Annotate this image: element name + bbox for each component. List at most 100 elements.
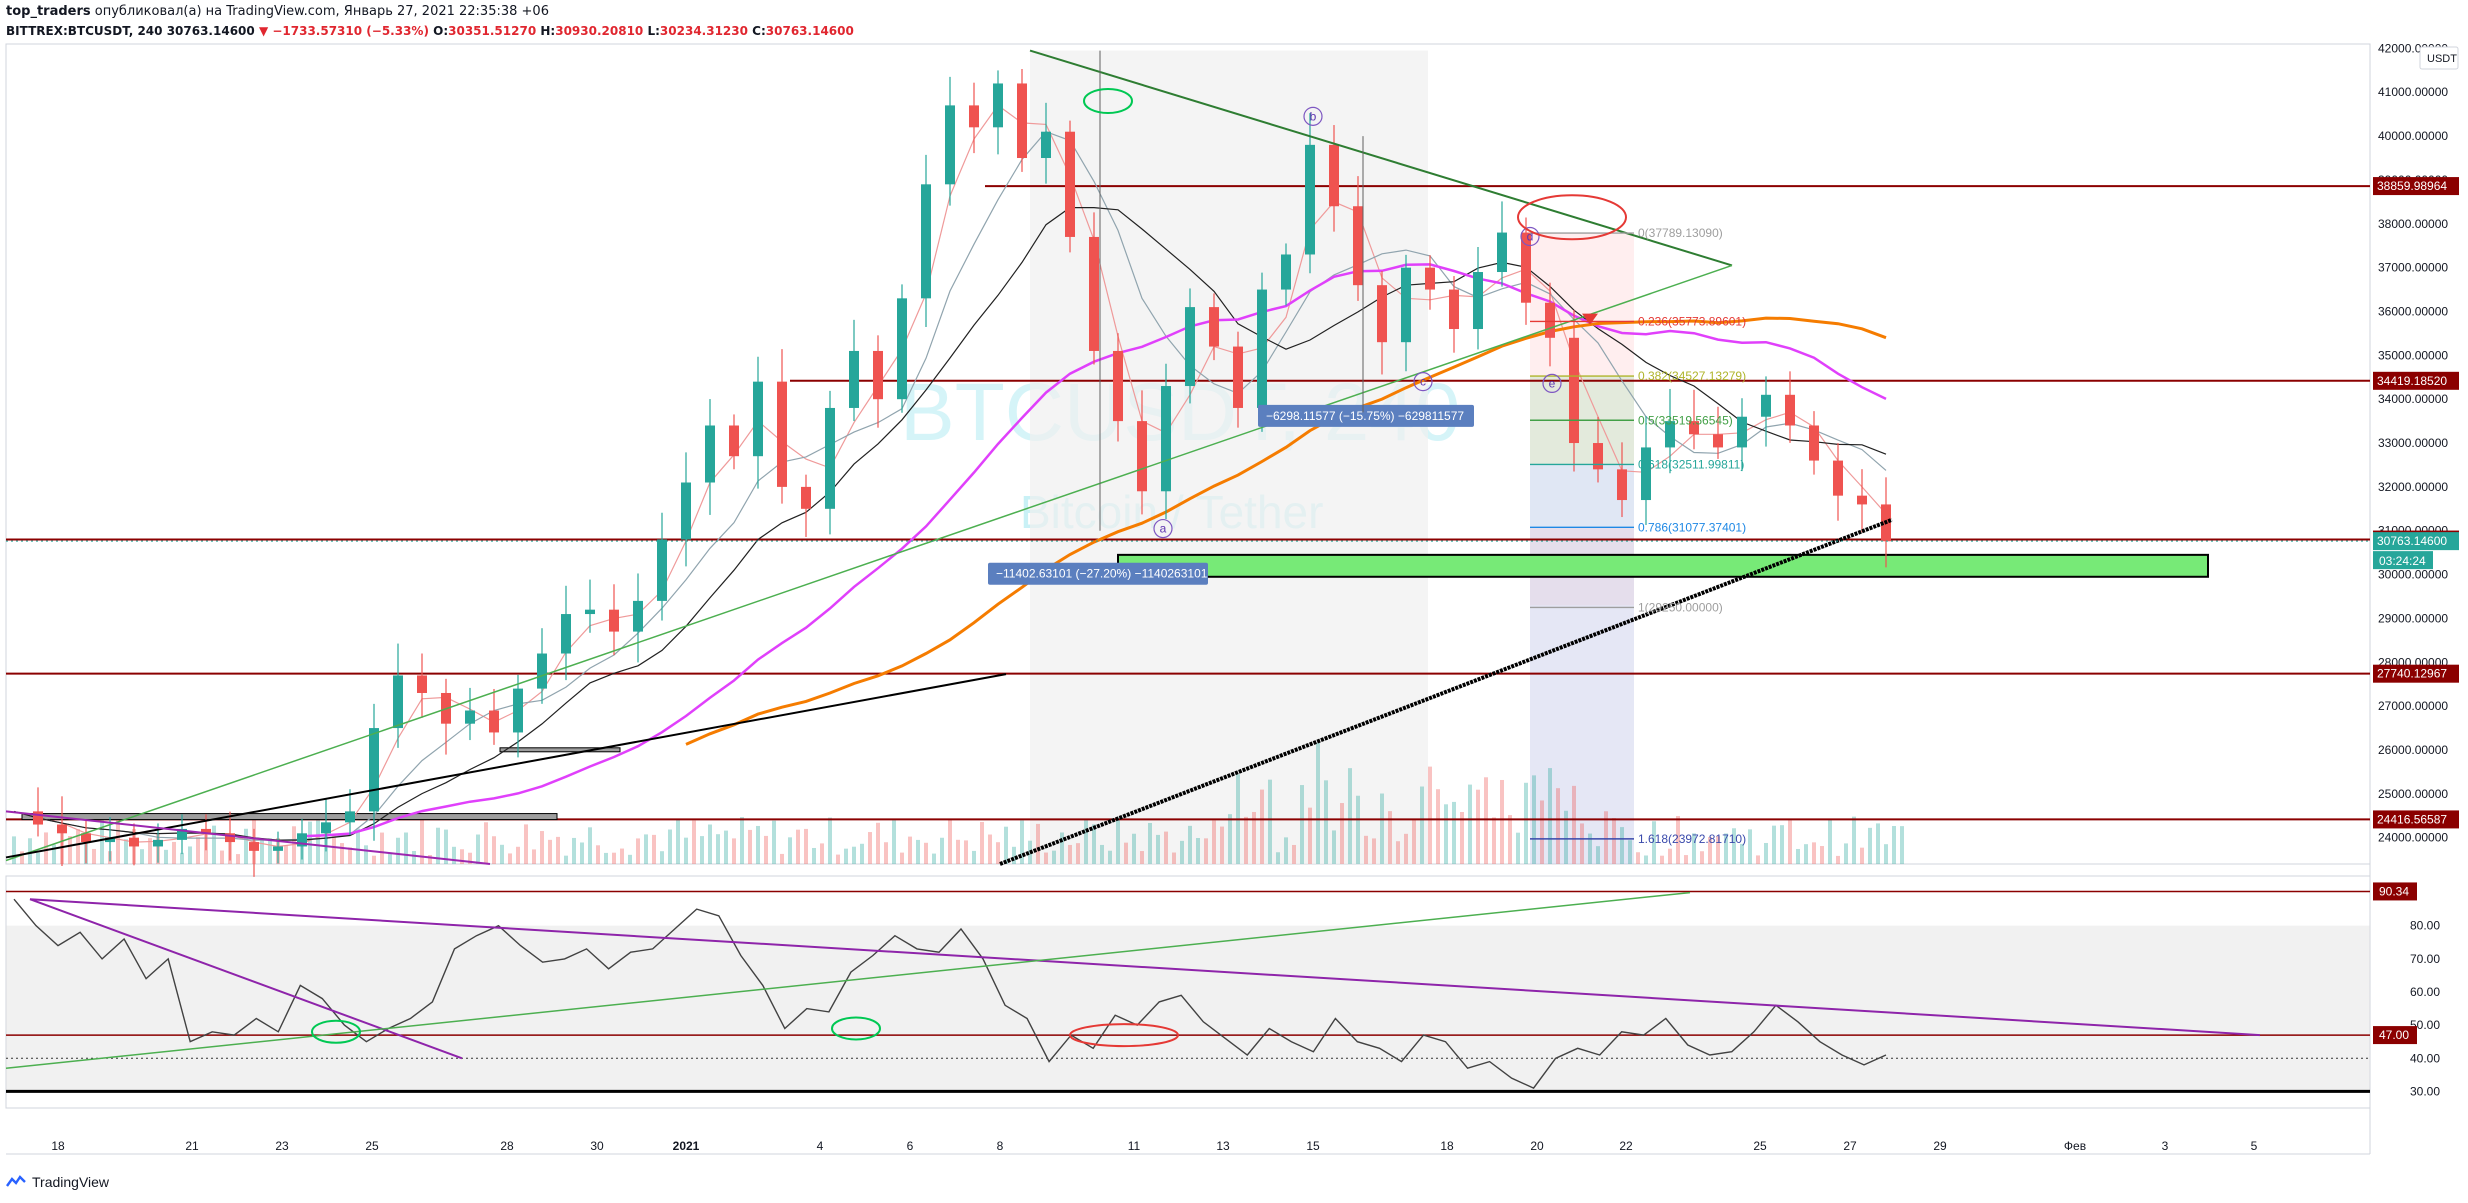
volume-bar <box>188 846 192 864</box>
volume-bar <box>1340 803 1344 864</box>
candle-body <box>1233 346 1243 408</box>
volume-bar <box>668 829 672 864</box>
wave-label: c <box>1420 375 1426 389</box>
volume-bar <box>1844 843 1848 864</box>
candle-body <box>201 828 211 834</box>
high-value: 30930.20810 <box>555 24 644 38</box>
rsi-level-tag <box>2373 882 2417 901</box>
volume-bar <box>1268 779 1272 864</box>
author-name[interactable]: top_traders <box>6 4 91 19</box>
time-tick-label: 3 <box>2162 1139 2169 1153</box>
volume-bar <box>860 843 864 864</box>
candle-body <box>1209 307 1219 347</box>
volume-bar <box>1420 786 1424 864</box>
volume-bar <box>940 837 944 864</box>
fib-level-label: 0.618(32511.99811) <box>1638 457 1744 471</box>
wave-circle <box>1153 518 1173 539</box>
volume-bar <box>772 820 776 864</box>
candle-body <box>1545 302 1555 338</box>
candle-body <box>1017 83 1027 159</box>
volume-bar <box>1388 811 1392 864</box>
volume-bar <box>1276 852 1280 864</box>
ellipse-green-peak <box>1083 88 1133 115</box>
volume-bar <box>740 817 744 864</box>
rsi-tick-label: 80.00 <box>2410 919 2440 933</box>
candle-body <box>153 839 163 847</box>
volume-bar <box>1428 766 1432 864</box>
volume-bar <box>796 829 800 864</box>
volume-bar <box>500 844 504 864</box>
volume-bar <box>908 836 912 864</box>
volume-bar <box>1716 836 1720 864</box>
volume-bar <box>676 819 680 864</box>
price-change: ▼ −1733.57310 (−5.33%) <box>258 24 429 38</box>
volume-bar <box>900 852 904 864</box>
volume-bar <box>1764 842 1768 864</box>
volume-bar <box>764 835 768 864</box>
volume-bar <box>268 838 272 864</box>
volume-bar <box>1628 840 1632 864</box>
candle-body <box>1569 337 1579 444</box>
volume-bar <box>932 853 936 864</box>
volume-bar <box>316 818 320 864</box>
volume-bar <box>1788 820 1792 864</box>
time-tick-label: 23 <box>275 1139 289 1153</box>
volume-bar <box>1020 820 1024 864</box>
publish-info: top_traders опубликовал(а) на TradingVie… <box>6 4 549 19</box>
wave-label: e <box>1549 376 1556 390</box>
rsi-ellipse-red <box>1069 1023 1179 1048</box>
time-tick-label: 20 <box>1530 1139 1544 1153</box>
volume-bar <box>892 820 896 864</box>
candle-body <box>609 609 619 632</box>
volume-bar <box>604 852 608 864</box>
candle-body <box>1161 386 1171 492</box>
volume-bar <box>1564 810 1568 864</box>
symbol-name[interactable]: BITTREX:BTCUSDT, 240 <box>6 24 163 38</box>
candle-body <box>801 486 811 509</box>
time-tick-label: 13 <box>1216 1139 1230 1153</box>
volume-bar <box>1124 842 1128 864</box>
volume-bar <box>340 843 344 864</box>
volume-bar <box>812 847 816 864</box>
volume-bar <box>420 820 424 864</box>
candle-body <box>753 381 763 457</box>
volume-bar <box>1180 840 1184 864</box>
volume-bar <box>716 834 720 864</box>
volume-bar <box>1140 851 1144 864</box>
time-tick-label: Фев <box>2064 1139 2086 1153</box>
volume-bar <box>1732 828 1736 864</box>
volume-bar <box>1548 768 1552 864</box>
volume-bar <box>1148 822 1152 864</box>
volume-bar <box>380 832 384 864</box>
volume-bar <box>44 832 48 864</box>
volume-bar <box>348 847 352 864</box>
low-value: 30234.31230 <box>659 24 748 38</box>
volume-bar <box>1780 825 1784 864</box>
volume-bar <box>100 818 104 864</box>
volume-bar <box>36 852 40 864</box>
measure-box-lower <box>988 562 1208 585</box>
candle-body <box>969 105 979 128</box>
candle-body <box>1713 434 1723 448</box>
price-tick-label: 34000.00000 <box>2378 392 2448 406</box>
volume-bar <box>996 842 1000 864</box>
rsi-trendline-purple-short <box>29 898 463 1060</box>
shaded-zone-a <box>1030 50 1428 865</box>
candle-body <box>657 539 667 601</box>
rsi-tick-label: 40.00 <box>2410 1051 2440 1065</box>
volume-bar <box>260 838 264 864</box>
candle-body <box>849 350 859 408</box>
volume-bar <box>468 852 472 864</box>
last-price: 30763.14600 <box>166 24 255 38</box>
volume-bar <box>1556 788 1560 864</box>
volume-bar <box>236 854 240 864</box>
volume-bar <box>524 824 528 864</box>
close-label: C: <box>752 24 766 38</box>
volume-bar <box>1284 837 1288 864</box>
volume-bar <box>572 837 576 864</box>
volume-bar <box>1876 823 1880 864</box>
volume-bar <box>1156 834 1160 864</box>
measure-box-upper <box>1258 404 1474 427</box>
candle-body <box>1665 421 1675 448</box>
